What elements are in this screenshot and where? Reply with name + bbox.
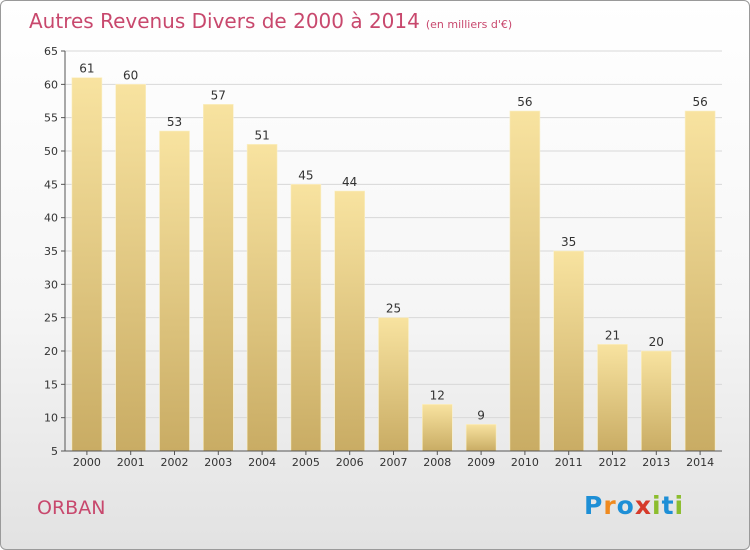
bar (684, 110, 716, 452)
y-tick-label: 15 (44, 378, 58, 391)
x-tick-label: 2009 (467, 456, 495, 469)
x-tick-label: 2012 (599, 456, 627, 469)
chart-title: Autres Revenus Divers de 2000 à 2014 (29, 9, 420, 33)
x-tick-label: 2004 (248, 456, 276, 469)
bar (640, 350, 672, 452)
x-tick-label: 2006 (336, 456, 364, 469)
x-tick-label: 2014 (686, 456, 714, 469)
commune-name: ORBAN (37, 497, 106, 519)
chart-title-block: Autres Revenus Divers de 2000 à 2014 (en … (29, 9, 512, 33)
x-tick-label: 2008 (423, 456, 451, 469)
bar (290, 184, 322, 452)
label-layer: 61 60 53 57 51 45 44 25 12 9 56 35 21 20 56 (79, 62, 707, 423)
x-tick-label: 2001 (117, 456, 145, 469)
bar-value-label: 51 (254, 128, 269, 142)
proxiti-logo: Proxiti (584, 491, 684, 520)
bar (246, 144, 278, 452)
bar-value-label: 45 (298, 168, 313, 182)
bar-value-label: 12 (430, 388, 445, 402)
x-tick-label: 2000 (73, 456, 101, 469)
x-tick-label: 2002 (161, 456, 189, 469)
bar (509, 110, 541, 452)
bar-value-label: 44 (342, 175, 357, 189)
x-tick-label: 2007 (380, 456, 408, 469)
x-tick-label: 2005 (292, 456, 320, 469)
y-tick-label: 5 (51, 445, 58, 458)
logo-letter: i (674, 491, 685, 520)
bar (203, 104, 234, 452)
bar-value-label: 60 (123, 68, 138, 82)
bar-value-label: 20 (649, 335, 664, 349)
bar-value-label: 21 (605, 328, 620, 342)
logo-letter: P (584, 491, 604, 520)
bar (553, 250, 585, 452)
bar (71, 77, 103, 452)
logo-letter: x (634, 491, 652, 520)
bar-value-label: 57 (211, 88, 226, 102)
logo-letter: r (603, 491, 617, 520)
y-tick-label: 35 (44, 245, 58, 258)
y-tick-label: 45 (44, 178, 58, 191)
logo-letter: t (661, 491, 675, 520)
axis-layer: 5 10 15 20 25 30 35 40 45 50 55 60 65 2000 2001 2002 200… (44, 45, 722, 469)
x-tick-label: 2010 (511, 456, 539, 469)
y-tick-label: 40 (44, 212, 58, 225)
bar-value-label: 25 (386, 302, 401, 316)
bar-value-label: 53 (167, 115, 182, 129)
y-tick-label: 30 (44, 278, 58, 291)
logo-letter: i (652, 491, 662, 520)
x-tick-label: 2003 (204, 456, 232, 469)
x-tick-label: 2013 (642, 456, 670, 469)
bar (115, 84, 146, 452)
bar-value-label: 9 (477, 408, 485, 422)
bar (159, 130, 190, 452)
chart-subtitle: (en milliers d'€) (425, 18, 513, 31)
bar (334, 190, 366, 452)
logo-letter: o (616, 491, 635, 520)
bar-value-label: 35 (561, 235, 576, 249)
bar-layer (71, 77, 716, 452)
bar-value-label: 56 (692, 95, 707, 109)
bar (421, 404, 453, 452)
y-tick-label: 50 (44, 145, 58, 158)
y-tick-label: 65 (44, 45, 58, 58)
bar (597, 344, 628, 452)
bar-value-label: 56 (517, 95, 532, 109)
y-tick-label: 55 (44, 112, 58, 125)
bar (378, 317, 409, 452)
y-tick-label: 20 (44, 345, 58, 358)
y-tick-label: 10 (44, 412, 58, 425)
y-tick-label: 60 (44, 78, 58, 91)
bar (465, 424, 497, 452)
y-tick-label: 25 (44, 312, 58, 325)
bar-value-label: 61 (79, 62, 94, 76)
x-tick-label: 2011 (555, 456, 583, 469)
